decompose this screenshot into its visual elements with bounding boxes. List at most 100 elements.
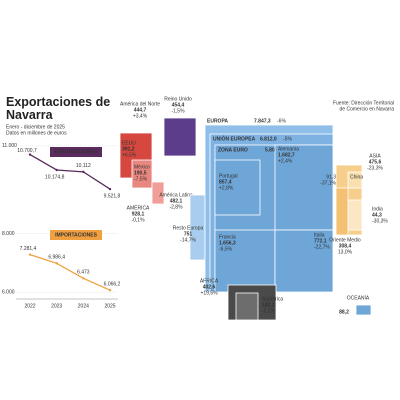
x-tick-label: 2023	[51, 303, 62, 309]
region-change: -23,3%	[367, 165, 383, 171]
region-value: 91,3	[326, 174, 336, 180]
region-value: 391,2	[122, 146, 135, 152]
region-change: -22,7%	[314, 244, 330, 250]
region-box	[355, 304, 372, 316]
region-box	[151, 181, 165, 205]
value-label: 7.281,4	[20, 246, 37, 252]
region-name: América del Norte	[120, 101, 160, 107]
x-tick-label: 2024	[78, 303, 89, 309]
region-value: 308,4	[339, 243, 352, 249]
x-tick-label: 2025	[104, 303, 115, 309]
region-change: 13,0%	[338, 249, 353, 255]
region-value: 444,7	[134, 107, 147, 113]
point	[82, 170, 85, 174]
region-change: -0,1%	[131, 217, 145, 223]
value-label: 6.066,2	[104, 282, 121, 288]
point	[82, 277, 85, 280]
region-change: -30,3%	[372, 218, 388, 224]
point	[55, 168, 58, 172]
region-box	[274, 229, 334, 293]
region-name: ZONA EURO	[218, 147, 248, 153]
region-value: 6.812,0	[260, 136, 277, 142]
point	[55, 262, 58, 265]
region-name: UNIÓN EUROPEA	[213, 134, 256, 142]
region-value: 1.656,3	[219, 240, 236, 246]
region-box	[347, 199, 363, 231]
region-value: 751	[184, 231, 193, 237]
region-name: Oriente Medio	[329, 237, 361, 243]
region-value: 475,6	[369, 159, 382, 165]
region-value: 7.847,3	[254, 118, 271, 124]
region-name: India	[372, 206, 383, 212]
point	[28, 253, 32, 256]
region-box	[274, 144, 334, 231]
region-box	[131, 159, 153, 189]
region-change: +19,5%	[200, 290, 218, 296]
region-change: -6%	[277, 118, 286, 124]
point	[28, 153, 32, 156]
region-name: Portugal	[219, 173, 238, 179]
region-name: OCEANÍA	[347, 294, 370, 301]
x-tick-label: 2022	[24, 303, 35, 309]
region-name: China	[350, 174, 363, 180]
value-label: 9.521,8	[104, 193, 121, 199]
region-change: -14,7%	[180, 237, 196, 243]
value-label: 10.174,8	[45, 174, 65, 180]
y-tick-label: 6.000	[2, 289, 15, 295]
region-change: -1,5%	[171, 108, 185, 114]
region-name: Resto Europa	[173, 225, 204, 231]
region-value: 772,1	[314, 238, 327, 244]
y-tick-label: 8.000	[2, 231, 15, 237]
region-change: +6,5%	[122, 152, 137, 158]
region-value: 454,4	[172, 102, 185, 108]
legend-label: EXPORTACIONES	[55, 149, 99, 155]
region-value: 928,1	[132, 211, 145, 217]
legend-tag	[50, 147, 102, 157]
region-change: -5%	[283, 136, 292, 142]
region-value: 857,4	[219, 179, 232, 185]
y-tick-label: 11.000	[2, 143, 17, 149]
region-box	[347, 171, 363, 189]
point	[108, 187, 112, 191]
region-name: ÁFRICA	[200, 277, 219, 284]
region-change: -2,2%	[262, 308, 276, 314]
source: Fuente: Dirección Territorial	[333, 100, 394, 106]
region-change: +2,4%	[278, 158, 293, 164]
title: Exportaciones de Navarra	[6, 95, 111, 122]
region-name: EEUU	[122, 140, 136, 146]
region-value: 190,5	[134, 170, 147, 176]
region-name: ASIA	[369, 153, 381, 159]
value-label: 10.112	[76, 163, 91, 169]
region-box	[163, 117, 197, 157]
region-box	[335, 187, 349, 236]
region-name: América Latina	[159, 192, 193, 198]
region-change: -6,5%	[219, 246, 233, 252]
region-value: 44,3	[372, 212, 382, 218]
legend-tag	[50, 230, 102, 240]
subtitle: Enero - diciembre de 2025	[6, 124, 65, 130]
region-name: Francia	[219, 234, 236, 240]
source: de Comercio en Navarra	[340, 106, 395, 112]
region-value: 5.802,4	[265, 147, 282, 153]
region-name: Alemania	[278, 146, 299, 152]
region-change: -7,5%	[134, 176, 148, 182]
region-value: 402,6	[203, 284, 216, 290]
value-label: 6.473	[77, 270, 90, 276]
region-value: 1.682,7	[278, 152, 295, 158]
legend-label: IMPORTACIONES	[55, 232, 98, 238]
region-name: Reino Unido	[164, 96, 192, 102]
value-label: 6.986,4	[48, 255, 65, 261]
region-name: EUROPA	[207, 118, 228, 124]
region-change: +2,8%	[219, 185, 234, 191]
region-value: 88,2	[339, 309, 349, 315]
region-name: Sudáfrica	[262, 296, 283, 302]
region-change: +3,4%	[133, 113, 148, 119]
series-line	[29, 154, 111, 190]
point	[108, 289, 112, 292]
region-name: AMÉRICA	[127, 204, 150, 211]
region-box	[214, 159, 261, 216]
region-name: México	[134, 164, 150, 170]
region-box	[235, 292, 259, 321]
